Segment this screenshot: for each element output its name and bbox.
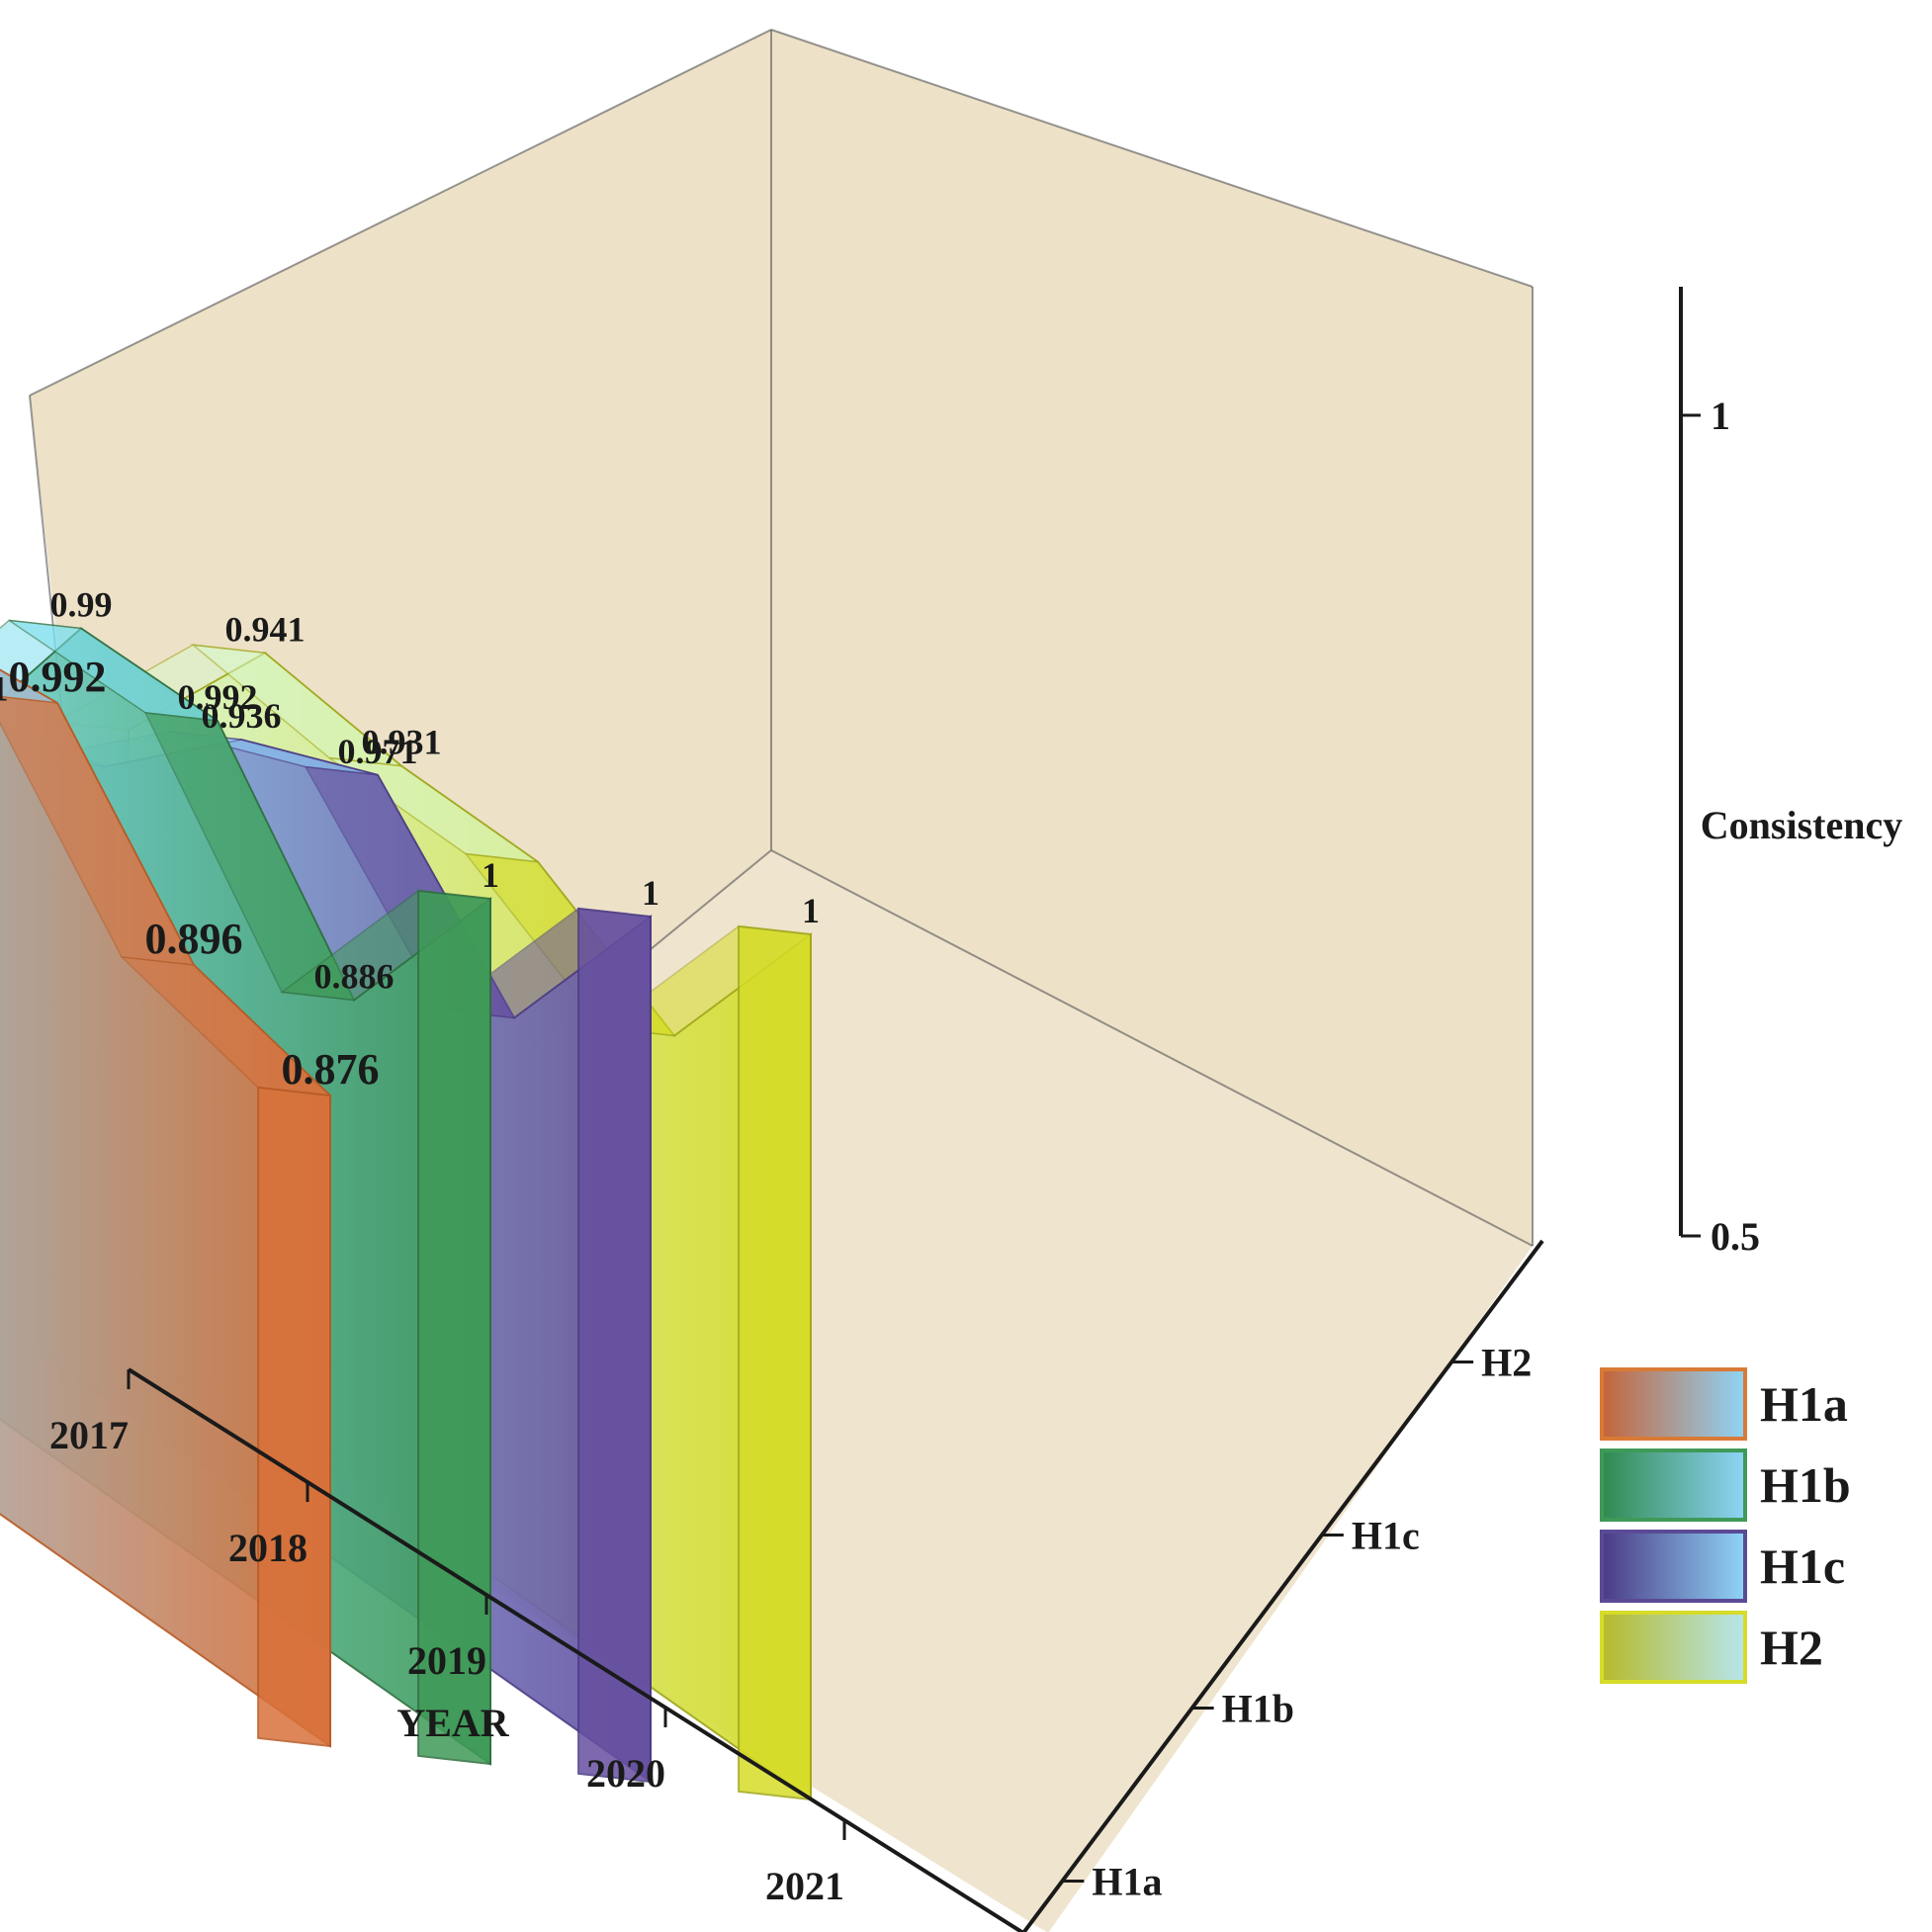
legend-item-h1c: H1c bbox=[1600, 1530, 1845, 1603]
legend-swatch bbox=[1600, 1367, 1747, 1441]
legend-label-h1c: H1c bbox=[1760, 1538, 1845, 1594]
x-tick-label-2019: 2019 bbox=[407, 1638, 486, 1683]
ribbons bbox=[0, 619, 813, 1801]
x-axis-title: YEAR bbox=[396, 1701, 509, 1745]
ribbon-end-cap bbox=[577, 907, 652, 1784]
data-labels: 0.9040.6350.9820.9920.8960.8760.8980.865… bbox=[0, 585, 820, 1095]
legend-swatch bbox=[1600, 1611, 1747, 1684]
frame-line bbox=[29, 29, 772, 396]
x-tick-label-2017: 2017 bbox=[49, 1413, 129, 1457]
x-tick-label-2018: 2018 bbox=[228, 1526, 307, 1570]
data-label-h1a-2020: 0.992 bbox=[9, 653, 107, 701]
legend-label-h2: H2 bbox=[1760, 1620, 1823, 1675]
data-label-h1a-2021: 0.896 bbox=[145, 915, 243, 963]
z-tick-label-0-5: 0.5 bbox=[1711, 1214, 1760, 1259]
legend-swatch bbox=[1600, 1530, 1747, 1603]
ribbon-top-segment bbox=[0, 668, 58, 704]
data-label-h2-2018: 0.941 bbox=[225, 609, 306, 649]
y-axis-line bbox=[1021, 1239, 1544, 1932]
legend-label-h1a: H1a bbox=[1760, 1376, 1848, 1432]
data-label-h1b-2019: 0.99 bbox=[50, 585, 113, 625]
x-axis-line bbox=[127, 1367, 1025, 1932]
x-tick-label-2021: 2021 bbox=[765, 1864, 844, 1908]
data-label-h1b-2022: 1 bbox=[482, 855, 499, 895]
data-label-h2-2022: 1 bbox=[802, 891, 820, 930]
y-tick-label-h1b: H1b bbox=[1222, 1687, 1294, 1731]
legend: H1a H1b H1c H2 bbox=[1600, 1367, 1851, 1684]
legend-item-h1a: H1a bbox=[1600, 1367, 1848, 1441]
x-tick-label-2020: 2020 bbox=[586, 1751, 665, 1796]
z-axis-title: Consistency bbox=[1701, 803, 1902, 847]
y-tick-label-h2: H2 bbox=[1481, 1341, 1532, 1385]
y-tick-label-h1a: H1a bbox=[1092, 1860, 1162, 1904]
data-label-h1b-2021: 0.886 bbox=[314, 957, 395, 997]
ribbon-h1a bbox=[0, 668, 333, 1748]
data-label-h1b-2020: 0.992 bbox=[178, 677, 258, 717]
data-label-h1c-2019: 0.936 bbox=[202, 696, 282, 736]
legend-item-h1b: H1b bbox=[1600, 1449, 1851, 1522]
frame-line bbox=[770, 29, 1534, 288]
z-tick-label-1: 1 bbox=[1711, 394, 1730, 438]
data-label-h1a-2022: 0.876 bbox=[282, 1045, 380, 1094]
ribbon-end-cap bbox=[417, 889, 491, 1766]
legend-swatch bbox=[1600, 1449, 1747, 1522]
frame-line bbox=[770, 849, 1534, 1247]
data-label-h2-2019: 0.931 bbox=[362, 723, 442, 762]
ribbon-end-cap bbox=[738, 924, 812, 1801]
legend-item-h2: H2 bbox=[1600, 1611, 1823, 1684]
data-label-h1c-2020: 0.971 bbox=[338, 732, 418, 771]
y-tick-label-h1c: H1c bbox=[1352, 1514, 1420, 1558]
axes: 201720182019202020212022H1aH1bH1cH20.51 bbox=[49, 287, 1760, 1932]
legend-label-h1b: H1b bbox=[1760, 1457, 1851, 1513]
data-label-h1c-2017: 0.841 bbox=[0, 668, 9, 708]
ribbon-end-cap bbox=[257, 1086, 331, 1748]
data-label-h1c-2022: 1 bbox=[642, 873, 659, 913]
